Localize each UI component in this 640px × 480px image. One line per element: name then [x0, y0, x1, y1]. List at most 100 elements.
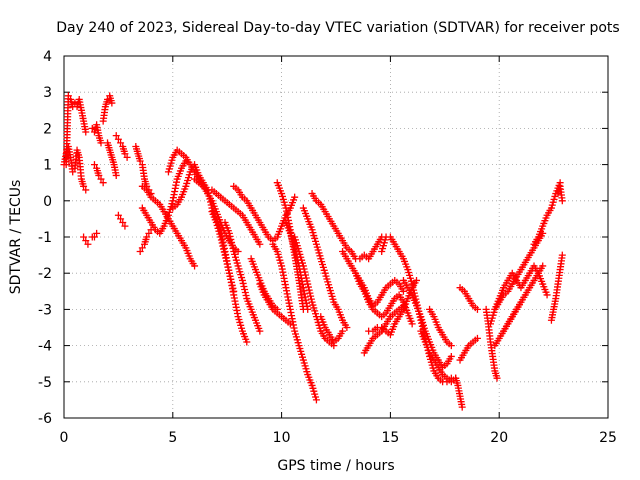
data-point [229, 244, 237, 252]
data-point [117, 139, 125, 147]
data-point [517, 298, 525, 306]
data-point [136, 157, 144, 165]
series-s45 [500, 298, 525, 335]
data-point [539, 262, 547, 270]
series-s33 [360, 302, 407, 357]
data-point [191, 262, 199, 270]
data-point [408, 320, 416, 328]
series-s9 [112, 132, 131, 161]
data-point [399, 302, 407, 310]
data-point [93, 229, 101, 237]
series-s46 [530, 179, 564, 248]
axis-ticks [63, 55, 609, 419]
series-s23 [269, 240, 320, 404]
series-s6 [90, 161, 107, 187]
y-tick-label: 2 [43, 121, 52, 137]
series-s2 [60, 143, 90, 194]
x-tick-label: 25 [599, 430, 617, 446]
data-point [225, 266, 233, 274]
data-point [218, 239, 226, 247]
y-tick-label: 3 [43, 85, 52, 101]
series-s48 [554, 182, 566, 205]
data-point [558, 251, 566, 259]
y-tick-label: 1 [43, 158, 52, 174]
x-tick-labels: 0 5 10 15 20 25 [60, 430, 617, 446]
series-s1 [62, 92, 90, 169]
data-point [82, 237, 90, 245]
data-point [303, 277, 311, 285]
data-point [447, 352, 455, 360]
data-point [82, 186, 90, 194]
series-s14 [138, 182, 199, 270]
data-point [97, 175, 105, 183]
data-point [399, 287, 407, 295]
data-point [299, 262, 307, 270]
data-point [219, 242, 227, 250]
y-tick-label: -6 [38, 411, 52, 427]
data-point [204, 189, 212, 197]
data-point [228, 238, 236, 246]
data-point [301, 268, 309, 276]
data-point [119, 219, 127, 227]
data-point [138, 244, 146, 252]
data-point [145, 229, 153, 237]
data-point [80, 182, 88, 190]
data-point [221, 251, 229, 259]
series-s38 [452, 374, 466, 411]
data-point [97, 139, 105, 147]
data-point [205, 192, 213, 200]
y-tick-label: -4 [38, 339, 52, 355]
series-s18 [208, 208, 251, 346]
series-s29 [308, 190, 386, 263]
data-point [108, 99, 116, 107]
data-point [227, 235, 235, 243]
data-point [473, 334, 481, 342]
data-point [225, 229, 233, 237]
series-s25 [282, 219, 312, 313]
series-s10 [114, 211, 129, 230]
data-point [243, 338, 251, 346]
data-point [217, 236, 225, 244]
data-point [80, 233, 88, 241]
data-point [240, 282, 248, 290]
x-tick-label: 0 [60, 430, 69, 446]
data-point [339, 327, 347, 335]
data-point [207, 198, 215, 206]
data-point [307, 295, 315, 303]
data-point [312, 396, 320, 404]
data-point [238, 276, 246, 284]
series-s31 [352, 269, 407, 310]
data-point [222, 257, 230, 265]
data-point [117, 215, 125, 223]
data-point [413, 276, 421, 284]
chart-title: Day 240 of 2023, Sidereal Day-to-day VTE… [56, 20, 619, 36]
series-s12 [136, 226, 155, 255]
data-point [64, 92, 72, 100]
series-s8 [104, 139, 120, 179]
data-point [121, 150, 129, 158]
data-point [84, 240, 92, 248]
series-s28 [317, 313, 347, 346]
data-point [112, 132, 120, 140]
series-s37 [426, 305, 455, 350]
data-point [143, 233, 151, 241]
series-s27 [299, 204, 351, 331]
x-tick-label: 10 [273, 430, 291, 446]
data-point [458, 403, 466, 411]
series-s19 [221, 219, 264, 335]
series-s13 [138, 157, 190, 237]
data-point [207, 201, 215, 209]
data-point [473, 305, 481, 313]
x-tick-label: 15 [381, 430, 399, 446]
data-point [302, 274, 310, 282]
data-point [99, 179, 107, 187]
data-point [82, 128, 90, 136]
data-point [136, 247, 144, 255]
series-s4 [88, 229, 101, 241]
data-point [69, 168, 77, 176]
data-point [121, 222, 129, 230]
data-point [307, 292, 315, 300]
data-point [543, 291, 551, 299]
y-tick-label: -5 [38, 375, 52, 391]
